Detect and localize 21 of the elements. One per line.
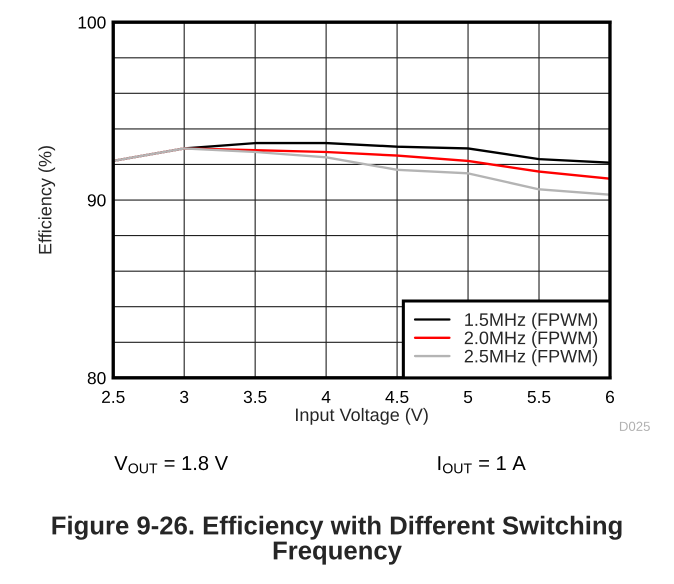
- x-tick-label: 5.5: [528, 390, 550, 404]
- text: V$_{OUT}$ = 1.8 V: [114, 456, 228, 474]
- text: D025: [620, 422, 650, 432]
- x-tick-label: 6: [606, 390, 614, 404]
- legend-label: 2.0MHz (FPWM): [464, 331, 598, 348]
- y-tick-label: 80: [88, 372, 106, 384]
- text: I$_{OUT}$ = 1 A: [438, 456, 526, 474]
- x-tick-label: 5: [464, 390, 472, 404]
- y-tick-label: 90: [88, 194, 106, 206]
- x-tick-label: 3.5: [244, 390, 266, 404]
- legend-label: 1.5MHz (FPWM): [465, 312, 598, 330]
- legend-label: 2.5MHz (FPWM): [464, 349, 598, 366]
- x-tick-label: 4.5: [385, 390, 408, 404]
- text: Figure 9-26. Efficiency with Different Switching Frequency: [52, 516, 622, 565]
- line-series: [113, 147, 610, 196]
- y-axis-title: Efficiency (%): [38, 146, 56, 254]
- x-tick-label: 4: [322, 390, 330, 403]
- x-tick-label: 3: [180, 390, 188, 404]
- x-tick-label: 2.5: [102, 390, 125, 404]
- y-tick-label: 100: [78, 16, 106, 29]
- x-axis-title: Input Voltage (V): [296, 408, 428, 425]
